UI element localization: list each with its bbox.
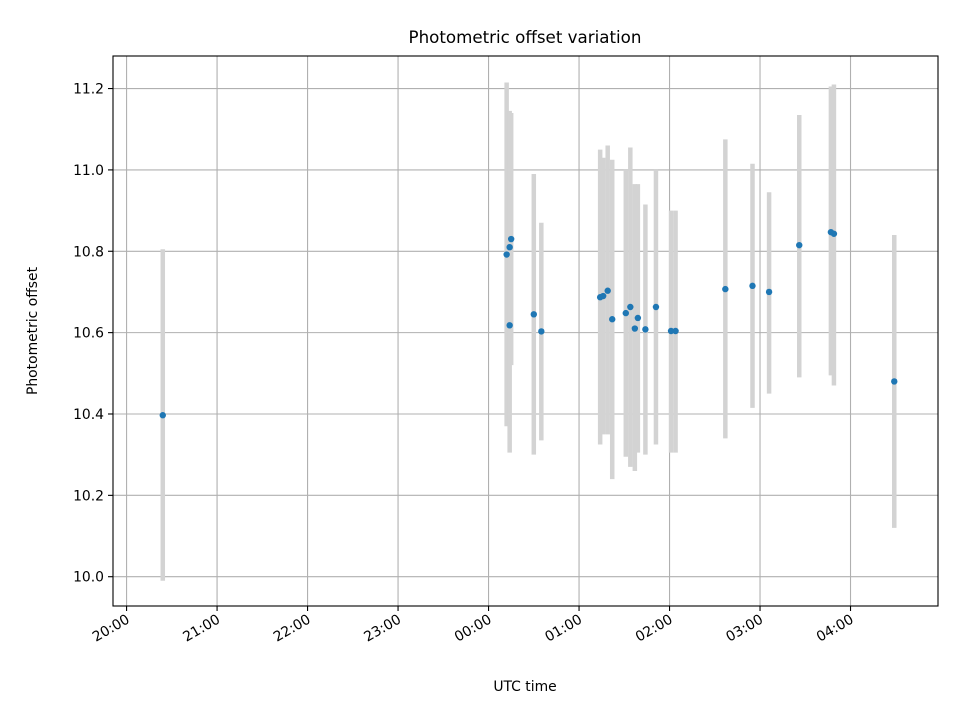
data-point [503, 251, 510, 258]
data-point [765, 288, 773, 296]
data-point [652, 303, 660, 311]
y-tick-label: 10.2 [73, 488, 104, 504]
data-points [159, 228, 898, 419]
data-point [634, 314, 642, 322]
y-tick-label: 10.6 [73, 326, 104, 342]
y-tick-label: 10.0 [73, 570, 104, 586]
data-point [159, 412, 166, 419]
data-point [667, 327, 675, 335]
data-point [609, 316, 616, 323]
data-point [622, 309, 629, 317]
data-point [506, 322, 513, 329]
data-point [830, 230, 838, 237]
data-point [599, 292, 607, 300]
data-point [530, 311, 537, 318]
plot-frame [112, 55, 939, 607]
y-tick-label: 10.4 [73, 407, 104, 423]
data-point [631, 325, 639, 332]
data-point [722, 285, 729, 293]
data-point [642, 326, 649, 333]
chart-title: Photometric offset variation [409, 27, 642, 47]
data-point [627, 303, 634, 311]
data-point [672, 327, 679, 335]
y-axis: 10.0 10.2 10.4 10.6 10.8 11.0 11.2 [73, 82, 113, 586]
data-point [604, 287, 611, 294]
y-tick-label: 10.8 [73, 244, 104, 260]
data-point [891, 378, 898, 385]
y-tick-label: 11.0 [73, 163, 104, 179]
data-point [796, 241, 803, 249]
data-point [506, 243, 513, 251]
data-point [507, 235, 515, 243]
data-point [749, 282, 756, 290]
y-axis-title: Photometric offset [25, 266, 41, 395]
x-axis-title: UTC time [493, 679, 556, 695]
y-tick-label: 11.2 [73, 82, 104, 98]
data-point [538, 328, 545, 335]
